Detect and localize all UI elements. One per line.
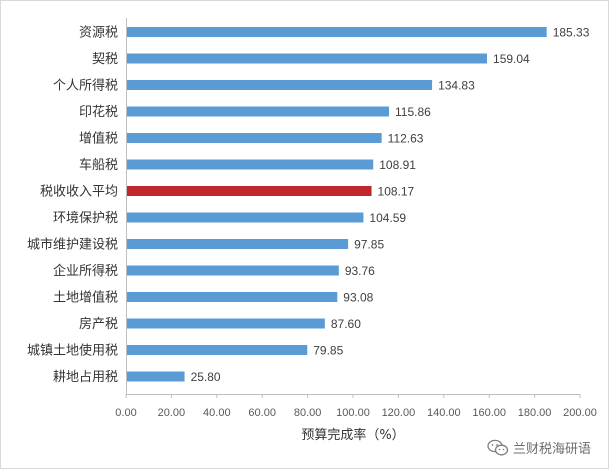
watermark-text: 兰财税海研语 — [512, 442, 591, 457]
bar-8 — [126, 212, 364, 223]
x-tick-label: 40.00 — [203, 407, 231, 419]
value-label: 79.85 — [313, 344, 343, 358]
value-label: 104.59 — [369, 211, 406, 225]
value-label: 93.76 — [345, 264, 375, 278]
category-label: 环境保护税 — [53, 211, 118, 226]
category-label: 企业所得税 — [53, 263, 118, 279]
bar-12 — [126, 318, 325, 329]
value-label: 159.04 — [493, 52, 530, 66]
bar-2 — [126, 53, 488, 64]
category-label: 城镇土地使用税 — [27, 343, 118, 359]
category-label: 车船税 — [79, 157, 118, 173]
bar-13 — [126, 345, 308, 355]
value-label: 185.33 — [553, 26, 590, 40]
bars-group — [126, 27, 547, 382]
value-label: 97.85 — [354, 238, 384, 252]
value-label: 134.83 — [438, 79, 475, 93]
category-label: 资源税 — [79, 26, 118, 41]
value-label: 108.17 — [378, 185, 415, 199]
category-label: 个人所得税 — [53, 78, 118, 94]
bar-7 — [126, 186, 372, 196]
bar-10 — [126, 265, 339, 276]
bar-6 — [126, 159, 374, 170]
category-label: 税收收入平均 — [40, 185, 118, 200]
bar-3 — [126, 80, 433, 90]
category-label: 土地增值税 — [53, 290, 118, 306]
category-label: 房产税 — [79, 316, 118, 332]
x-tick-label: 200.00 — [563, 407, 597, 419]
bar-1 — [126, 27, 547, 37]
category-label: 契税 — [92, 52, 118, 67]
x-tick-label: 0.00 — [115, 407, 136, 419]
wechat-icon — [487, 439, 509, 455]
x-axis-title: 预算完成率（%） — [301, 427, 404, 443]
x-tick-label: 60.00 — [248, 407, 276, 419]
category-label: 印花税 — [79, 104, 118, 120]
category-label: 耕地占用税 — [53, 369, 118, 385]
category-label: 城市维护建设税 — [27, 237, 118, 253]
x-tick-label: 120.00 — [382, 407, 416, 419]
value-label: 112.63 — [388, 132, 424, 146]
bar-11 — [126, 292, 338, 302]
bar-9 — [126, 239, 349, 249]
x-tick-label: 100.00 — [336, 407, 370, 419]
x-tick-label: 160.00 — [472, 407, 506, 419]
watermark: 兰财税海研语 — [487, 438, 591, 457]
category-label: 增值税 — [79, 131, 118, 147]
value-label: 87.60 — [331, 317, 361, 331]
x-tick-label: 140.00 — [427, 407, 461, 419]
bar-14 — [126, 371, 185, 382]
bar-5 — [126, 133, 382, 143]
x-tick-label: 80.00 — [294, 407, 322, 419]
value-label: 25.80 — [191, 370, 221, 384]
value-label: 115.86 — [395, 105, 431, 119]
value-label: 93.08 — [343, 291, 373, 305]
x-ticks-group: 0.00 20.00 40.00 60.00 80.00 100.00 120.00 140.… — [115, 394, 597, 419]
x-tick-label: 180.00 — [518, 407, 552, 419]
x-tick-label: 20.00 — [158, 407, 186, 419]
value-label: 108.91 — [379, 158, 416, 172]
labels-group: 资源税 185.33 契税 159.04 个人所得税 134.83 印花税 115.86 增值税… — [27, 26, 590, 386]
bar-4 — [126, 106, 390, 117]
